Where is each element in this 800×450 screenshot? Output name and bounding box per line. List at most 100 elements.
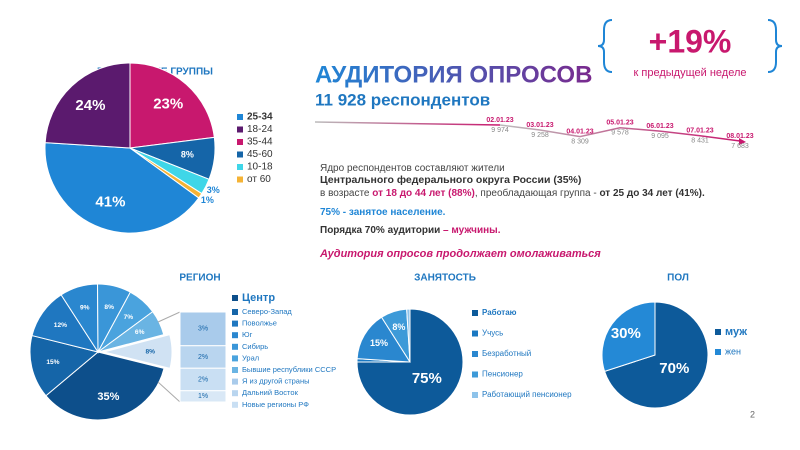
data-label: 12% (54, 322, 67, 329)
text: Аудитория опросов продолжает омолаживать… (319, 248, 601, 260)
pie-slice (406, 308, 411, 363)
text: в возрасте (320, 188, 372, 199)
date-label: 08.01.23 (726, 133, 753, 140)
legend-swatch (472, 330, 478, 337)
text: от 25 до 34 лет (41%). (599, 188, 705, 199)
data-label: 1% (201, 195, 214, 205)
data-label: 75% (412, 370, 442, 387)
legend-label: Бывшие республики СССР (242, 365, 336, 374)
date-label: 04.01.23 (566, 128, 593, 135)
date-label: 06.01.23 (646, 123, 673, 130)
summary-line: 75% - занятое население. (320, 207, 446, 218)
pie-slice (44, 62, 131, 149)
date-label: 07.01.23 (686, 128, 713, 135)
respondents: 11 928 респондентов (315, 90, 490, 109)
connector (157, 311, 181, 323)
data-label: 23% (153, 96, 183, 113)
summary-line: в возрасте от 18 до 44 лет (88%), преобл… (320, 187, 705, 199)
region-title: РЕГИОН (179, 273, 220, 284)
legend-label: Учусь (482, 329, 503, 338)
legend-label: Работаю (482, 308, 517, 317)
legend-swatch (232, 309, 238, 315)
pie-slice (129, 147, 203, 199)
data-label: 30% (611, 325, 641, 342)
legend-swatch (237, 164, 243, 170)
text: – мужчины. (443, 225, 501, 236)
legend-label: 25-34 (247, 112, 273, 123)
text: Ядро респондентов составляют жители (320, 163, 505, 174)
legend-swatch (472, 371, 478, 378)
legend-swatch (232, 378, 238, 385)
change: +19% (649, 23, 732, 59)
legend-label: 10-18 (247, 162, 273, 173)
data-label: 6% (135, 329, 145, 336)
legend-swatch (232, 320, 238, 327)
legend-label: Дальний Восток (242, 388, 299, 397)
value-label: 7 683 (731, 143, 749, 150)
gender-title: ПОЛ (667, 273, 689, 284)
text: 75% - занятое население. (320, 207, 446, 218)
pie-slice (29, 334, 100, 397)
data-label: 1% (198, 393, 208, 400)
date-label: 02.01.23 (486, 117, 513, 124)
pie-slice (129, 62, 215, 149)
legend-label: Новые регионы РФ (242, 400, 309, 409)
value-label: 8 309 (571, 138, 589, 145)
legend-swatch (232, 343, 238, 350)
legend-label: Я из другой страны (242, 377, 310, 386)
summary-line: Аудитория опросов продолжает омолаживать… (319, 248, 601, 260)
value-label: 9 258 (531, 132, 549, 139)
legend-swatch (472, 392, 478, 398)
legend-swatch (232, 355, 238, 362)
legend-label: от 60 (247, 174, 271, 185)
legend-label: Сибирь (242, 342, 268, 351)
text: Порядка 70% аудитории (320, 225, 443, 236)
data-label: 24% (75, 97, 105, 114)
summary-line: Ядро респондентов составляют жители (320, 163, 505, 174)
pie-slice (97, 310, 165, 353)
legend-swatch (232, 367, 238, 373)
legend-swatch (715, 329, 721, 335)
data-label: 41% (95, 193, 125, 210)
pie-slice (356, 316, 411, 363)
legend-swatch (472, 351, 478, 357)
legend-label: 18-24 (247, 124, 273, 135)
legend-swatch (237, 126, 243, 133)
sub-bar-segment (179, 390, 227, 403)
legend-swatch (232, 332, 238, 339)
value-label: 9 578 (611, 130, 629, 137)
lead-line (314, 121, 501, 126)
data-label: 3% (207, 185, 220, 195)
summary-line: Порядка 70% аудитории – мужчины. (320, 225, 501, 236)
legend-swatch (237, 151, 243, 158)
pie-slice (601, 301, 656, 373)
summary: Ядро респондентов составляют жители Цент… (319, 163, 705, 260)
data-label: 9% (80, 304, 90, 311)
data-label: 35% (97, 391, 119, 403)
data-label: 7% (124, 314, 134, 321)
sub-bar-segment (179, 311, 227, 347)
employment-title: ЗАНЯТОСТЬ (414, 273, 476, 284)
legend-label: Безработный (482, 349, 531, 358)
data-label: 15% (46, 359, 59, 366)
brace (767, 19, 783, 73)
pie-slice (603, 301, 709, 409)
data-label: 8% (181, 150, 194, 160)
legend-label: Урал (242, 353, 259, 362)
legend-label: Центр (242, 292, 275, 304)
text: , преобладающая группа - (475, 187, 600, 199)
legend-swatch (237, 114, 243, 120)
legend-label: жен (725, 346, 741, 356)
data-label: 8% (392, 322, 405, 332)
text: Центрального федерального округа России … (320, 174, 581, 186)
date-label: 05.01.23 (606, 120, 633, 127)
legend-label: Пенсионер (482, 370, 523, 379)
summary-line: Центрального федерального округа России … (320, 174, 581, 186)
arrow-head (739, 138, 746, 145)
pie-slice (103, 333, 173, 370)
legend-swatch (232, 390, 238, 397)
legend-label: 35-44 (247, 137, 273, 148)
value-label: 9 974 (491, 127, 509, 134)
pie-slice (45, 351, 165, 421)
